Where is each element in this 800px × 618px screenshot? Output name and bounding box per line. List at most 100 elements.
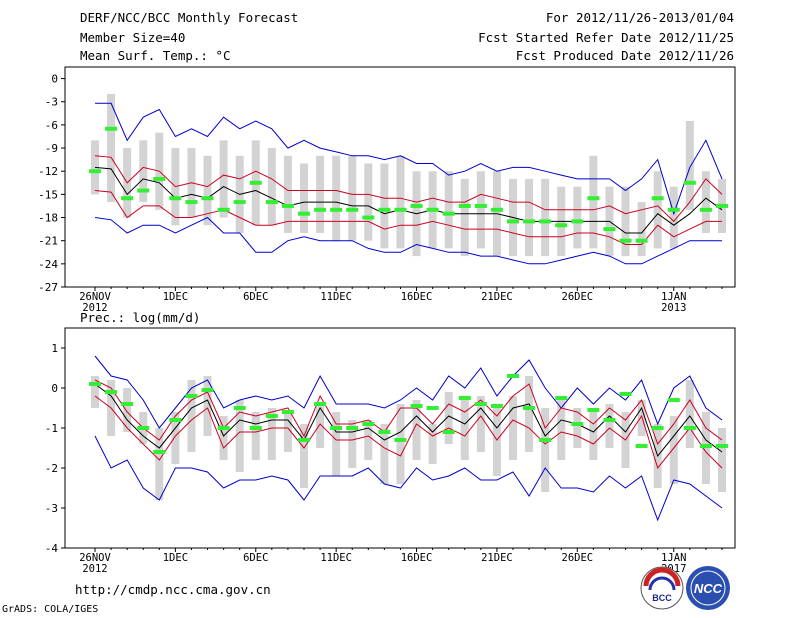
obs-marker [137,188,150,193]
range-box [444,171,453,249]
range-box [476,396,485,452]
obs-marker [233,406,246,410]
range-box [669,416,678,484]
y-tick-label: -21 [38,235,58,248]
range-box [283,412,292,452]
y-tick-label: -15 [38,188,58,201]
website-url[interactable]: http://cmdp.ncc.cma.gov.cn [75,582,271,597]
ensemble-mean-line [94,166,723,234]
y-tick-label: -9 [45,142,58,155]
range-box [685,380,694,448]
obs-marker [378,430,391,434]
y-tick-label: -27 [38,281,58,294]
obs-marker [265,200,278,205]
obs-marker [410,404,423,408]
obs-marker [249,426,262,430]
range-box [460,178,469,257]
range-box [396,155,405,249]
obs-marker [217,426,230,430]
range-box [637,202,646,257]
ncc-logo-text: NCC [694,581,723,596]
obs-marker [651,196,664,201]
obs-marker [169,418,182,422]
obs-marker [571,422,584,426]
obs-marker [619,238,632,243]
obs-marker [699,207,712,212]
obs-marker [346,426,359,430]
obs-marker [539,438,552,442]
obs-marker [105,390,118,394]
lower-spread-line [94,395,723,470]
obs-marker [281,203,294,208]
x-tick-label: 1JAN [661,291,686,303]
obs-marker [314,207,327,212]
forecast-period: For 2012/11/26-2013/01/04 [545,10,734,25]
range-box [653,171,662,249]
range-box [412,400,421,460]
obs-marker [362,422,375,426]
range-box [91,140,99,195]
range-box [428,424,437,464]
y-tick-label: -6 [45,119,58,132]
range-box [267,408,276,460]
x-tick-label: 26DEC [562,291,594,303]
range-box [332,412,341,476]
x-tick-label: 11DEC [320,291,352,303]
obs-marker [555,223,568,228]
obs-marker [201,388,214,392]
obs-marker [410,203,423,208]
obs-marker [89,382,101,386]
obs-marker [185,394,198,398]
y-tick-label: -1 [45,422,58,435]
min-line [94,216,722,265]
range-box [348,155,357,241]
obs-marker [507,219,519,224]
x-tick-label: 1DEC [163,291,188,303]
x-tick-label: 26NOV [79,291,111,303]
obs-marker [458,396,471,400]
obs-marker [201,196,214,201]
obs-marker [362,215,375,220]
range-box [685,121,694,210]
obs-marker [474,402,487,406]
obs-marker [121,196,134,201]
range-box [621,186,630,257]
obs-marker [153,176,166,181]
obs-marker [490,207,503,212]
obs-marker [233,200,246,205]
y-tick-label: 0 [51,382,58,395]
obs-marker [298,438,310,442]
obs-marker [185,200,198,205]
range-box [525,178,534,257]
obs-marker [137,426,150,430]
obs-marker [426,207,439,212]
obs-marker [330,207,343,212]
x-tick-label: 16DEC [401,291,433,303]
obs-marker [523,406,536,410]
precipitation-panel: 1 0 -1 -2 -3 -4 26NOV 1DEC 6DEC 11DEC 16DEC 21DEC 26… [45,327,736,575]
obs-marker [121,402,134,406]
range-box [235,400,244,472]
obs-marker [523,219,536,224]
range-box [267,148,276,226]
range-box [557,400,566,460]
range-box [171,412,180,464]
obs-marker [555,396,568,400]
lower-spread-line [94,190,722,245]
range-box [91,376,99,408]
y-tick-label: -18 [38,212,58,225]
obs-marker [458,203,471,208]
obs-marker [571,219,584,224]
obs-marker [442,211,455,216]
obs-marker [89,169,101,174]
x-tick-label: 26DEC [562,552,594,564]
range-box [203,155,212,226]
range-box [396,404,405,484]
range-box [203,376,212,436]
obs-marker [314,402,327,406]
range-box [444,392,453,444]
range-box [637,400,646,436]
x-year-label: 2012 [82,302,107,314]
obs-marker [153,450,166,454]
fcst-started-date: Fcst Started Refer Date 2012/11/25 [478,30,734,45]
